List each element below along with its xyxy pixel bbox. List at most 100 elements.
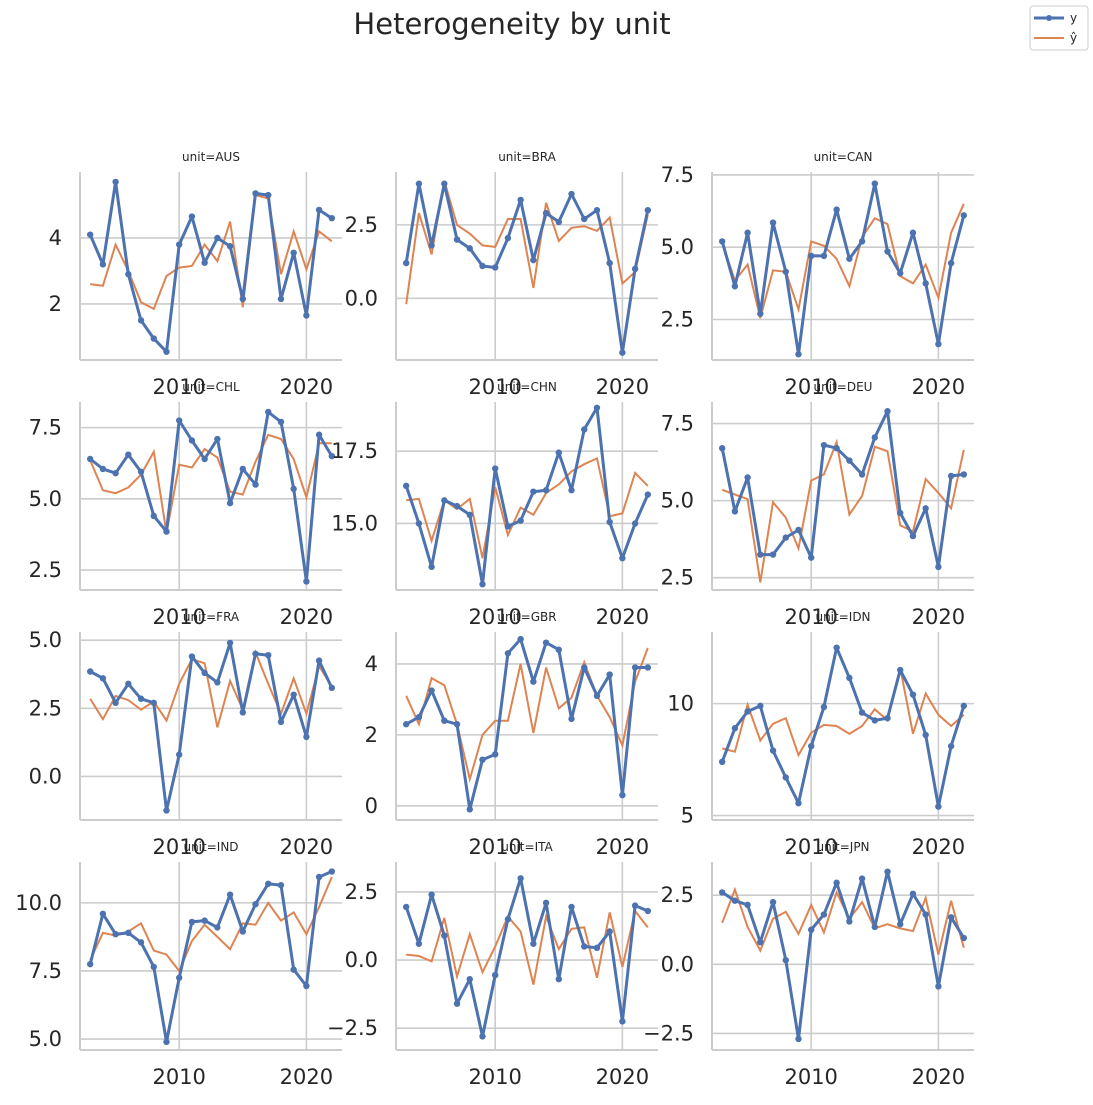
x-tick-label: 2020 — [596, 1065, 649, 1089]
x-tick-label: 2020 — [912, 605, 965, 629]
series-y-point — [239, 709, 246, 716]
x-tick-label: 2010 — [152, 835, 205, 859]
series-y-point — [644, 907, 652, 915]
series-y-point — [428, 891, 435, 898]
series-y-point — [415, 713, 423, 721]
series-y-point — [631, 664, 639, 671]
series-y-point — [795, 800, 802, 807]
series-y-point — [858, 875, 866, 882]
panel-gbr: 0 2 4 2010 2020 unit=GBR — [365, 610, 658, 859]
x-tick-label: 2020 — [596, 605, 649, 629]
series-y-point — [782, 534, 789, 541]
series-y-point — [163, 348, 170, 355]
series-y-point — [897, 509, 904, 517]
series-y-point — [517, 875, 524, 882]
series-y-point — [428, 687, 435, 694]
series-y-point — [858, 709, 866, 716]
series-y-point — [504, 523, 512, 530]
series-y-point — [415, 180, 423, 187]
series-y-point — [871, 434, 878, 441]
series-y-point — [718, 758, 726, 766]
panel-aus: 2 4 2010 2020 unit=AUS — [49, 150, 342, 399]
series-y-point — [846, 255, 853, 262]
panel-title: unit=FRA — [183, 610, 240, 624]
series-y-point — [833, 206, 840, 213]
series-y-point — [517, 517, 524, 524]
series-y-point — [176, 974, 183, 981]
x-tick-label: 2020 — [596, 375, 649, 399]
x-tick-label: 2020 — [280, 1065, 333, 1089]
x-tick-label: 2020 — [912, 375, 965, 399]
series-y-point — [239, 295, 246, 303]
series-y-point — [935, 803, 942, 810]
series-y-point — [960, 702, 968, 710]
series-y-point — [568, 487, 575, 494]
series-yhat-line — [721, 667, 965, 758]
panel-title: unit=CHL — [182, 380, 240, 394]
series-y-point — [769, 219, 777, 226]
series-y-point — [303, 578, 310, 585]
x-tick-label: 2020 — [280, 375, 333, 399]
series-y-point — [731, 508, 739, 515]
series-y-point — [315, 206, 323, 214]
series-y-point — [833, 644, 840, 651]
panel-bra: 0.0 2.5 2010 2020 unit=BRA — [345, 150, 658, 399]
series-y-point — [530, 940, 537, 947]
series-y-point — [909, 532, 917, 540]
series-y-point — [315, 431, 323, 438]
series-y-line — [404, 182, 650, 355]
series-y-point — [631, 902, 639, 909]
y-tick-label: 15.0 — [331, 511, 378, 535]
series-y-point — [846, 918, 853, 925]
series-y-point — [265, 191, 272, 199]
panel-ita: −2.5 0.0 2.5 2010 2020 unit=ITA — [327, 840, 658, 1089]
series-y-point — [188, 437, 196, 444]
y-tick-label: 2.5 — [345, 880, 378, 904]
series-y-point — [226, 499, 234, 507]
series-y-point — [176, 417, 183, 424]
series-y-point — [808, 252, 815, 260]
y-tick-label: 2 — [49, 292, 62, 316]
panel-title: unit=JPN — [816, 840, 869, 854]
series-y-point — [277, 295, 285, 303]
series-y-point — [606, 928, 613, 935]
y-tick-label: 17.5 — [331, 439, 378, 463]
series-yhat-line — [721, 438, 965, 583]
series-y-point — [846, 674, 853, 682]
panel-chn: 15.0 17.5 2010 2020 unit=CHN — [331, 380, 658, 629]
series-y-point — [530, 488, 537, 495]
series-yhat-line — [406, 908, 649, 985]
series-y-point — [795, 526, 802, 534]
series-y-point — [820, 703, 828, 711]
series-y-point — [453, 502, 461, 510]
series-y-point — [479, 756, 486, 763]
series-y-point — [214, 679, 221, 686]
x-tick-label: 2010 — [152, 1065, 205, 1089]
series-y-point — [568, 715, 575, 723]
x-tick-label: 2010 — [784, 605, 837, 629]
series-y-point — [86, 231, 94, 238]
x-tick-label: 2010 — [468, 605, 521, 629]
y-tick-label: 0 — [365, 794, 378, 818]
x-tick-label: 2010 — [784, 835, 837, 859]
series-y-point — [265, 651, 272, 659]
series-yhat-line — [89, 433, 332, 534]
series-y-point — [833, 445, 840, 452]
series-y-point — [86, 960, 94, 968]
series-y-point — [479, 262, 486, 270]
series-y-point — [504, 650, 512, 657]
series-y-point — [315, 873, 323, 881]
series-y-point — [453, 1000, 461, 1007]
x-tick-label: 2010 — [152, 375, 205, 399]
series-y-line — [720, 646, 966, 809]
series-y-point — [453, 721, 461, 728]
series-y-point — [555, 218, 562, 226]
series-y-point — [188, 653, 196, 660]
panel-can: 2.5 5.0 7.5 2010 2020 unit=CAN — [661, 150, 974, 399]
series-y-line — [720, 182, 966, 356]
series-y-point — [884, 714, 891, 722]
series-y-point — [466, 975, 473, 983]
series-y-point — [492, 264, 499, 271]
series-y-point — [137, 468, 145, 475]
